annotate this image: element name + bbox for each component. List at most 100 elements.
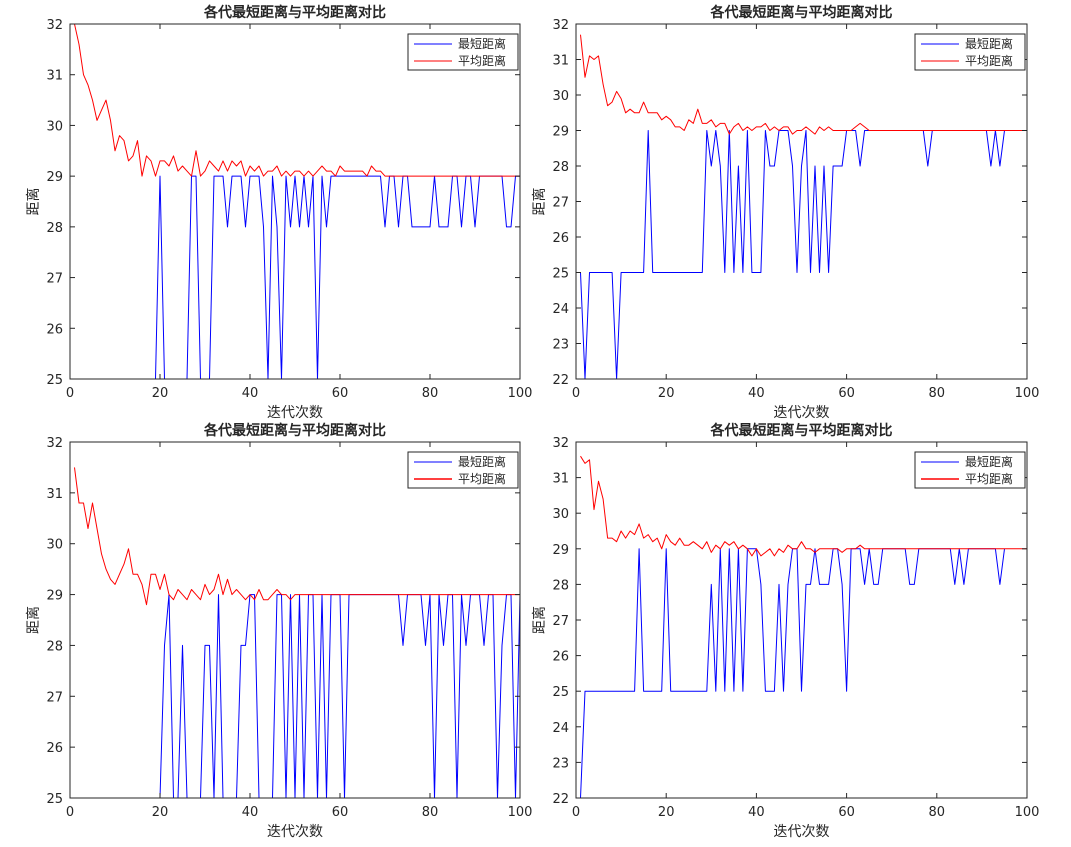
x-tick-label: 80 [422,386,439,401]
series-group [580,455,1027,798]
chart-panel-4: 0 20 40 60 80 100 22 23 24 25 26 27 28 29 30 31 32 各代最短距离… [531,422,1039,840]
y-tick-label: 25 [552,685,569,700]
x-axis-label: 迭代次数 [774,824,830,840]
x-tick-label: 80 [422,805,439,820]
y-tick-label: 29 [552,125,569,140]
x-tick-label: 80 [929,805,946,820]
y-tick-label: 26 [552,231,569,246]
legend-label: 平均距离 [458,53,506,68]
y-tick-label: 30 [552,507,569,522]
chart-title: 各代最短距离与平均距离对比 [203,422,386,439]
x-tick-label: 100 [508,386,533,401]
series-group [576,34,1027,379]
y-tick-label: 22 [552,373,569,388]
y-tick-label: 29 [552,543,569,558]
x-tick-label: 60 [332,805,349,820]
y-tick-label: 22 [552,792,569,807]
legend-label: 平均距离 [965,471,1013,486]
y-tick-label: 26 [46,322,63,337]
y-tick-label: 32 [46,436,63,451]
y-tick-label: 31 [552,54,569,69]
chart-title: 各代最短距离与平均距离对比 [203,4,386,21]
y-tick-label: 32 [552,18,569,33]
y-tick-label: 25 [552,267,569,282]
x-axis-label: 迭代次数 [774,405,830,421]
y-tick-label: 28 [46,639,63,654]
x-tick-label: 20 [152,805,169,820]
x-tick-label: 40 [748,805,765,820]
y-tick-label: 24 [552,302,569,317]
legend-label: 平均距离 [965,53,1013,68]
y-tick-label: 27 [46,272,63,287]
legend-label: 最短距离 [458,454,506,469]
y-tick-label: 25 [46,373,63,388]
x-tick-label: 60 [332,386,349,401]
series-line-average [580,455,1027,557]
y-tick-label: 27 [552,196,569,211]
legend-label: 最短距离 [965,36,1013,51]
y-tick-label: 28 [552,578,569,593]
legend-box [914,33,1026,71]
x-tick-label: 40 [242,805,259,820]
plot-area [576,24,1027,379]
x-tick-label: 100 [1015,805,1040,820]
y-tick-label: 30 [552,89,569,104]
series-line-average [74,24,520,177]
legend-label: 平均距离 [458,471,506,486]
y-tick-label: 29 [46,170,63,185]
series-line-average [580,34,1027,135]
y-axis-label: 距离 [25,188,42,216]
x-tick-label: 60 [838,386,855,401]
x-tick-label: 20 [658,386,675,401]
x-tick-label: 80 [929,386,946,401]
x-tick-label: 0 [572,805,580,820]
y-tick-label: 31 [552,472,569,487]
chart-panel-1: 0 20 40 60 80 100 25 26 27 28 29 30 31 32 各代最短距离与平均距离对… [25,4,532,421]
x-tick-label: 20 [658,805,675,820]
y-axis-label: 距离 [25,606,42,634]
y-axis-label: 距离 [531,188,548,216]
x-axis-label: 迭代次数 [267,824,323,840]
plot-area [576,442,1027,798]
legend-box [407,451,519,489]
y-tick-label: 27 [552,614,569,629]
legend-label: 最短距离 [965,454,1013,469]
y-tick-label: 30 [46,538,63,553]
y-tick-label: 32 [552,436,569,451]
chart-panel-3: 0 20 40 60 80 100 25 26 27 28 29 30 31 32 各代最短距离与平均距离对… [25,422,532,840]
y-tick-label: 31 [46,487,63,502]
y-axis-label: 距离 [531,606,548,634]
x-tick-label: 40 [748,386,765,401]
series-group [74,24,520,379]
series-group [74,467,520,798]
x-tick-label: 60 [838,805,855,820]
x-tick-label: 100 [1015,386,1040,401]
y-tick-label: 28 [46,221,63,236]
y-tick-label: 28 [552,160,569,175]
y-tick-label: 32 [46,18,63,33]
y-tick-label: 23 [552,338,569,353]
legend-box [914,451,1026,489]
y-tick-label: 29 [46,589,63,604]
y-tick-label: 24 [552,721,569,736]
y-tick-label: 31 [46,69,63,84]
legend-box [407,33,519,71]
x-tick-label: 20 [152,386,169,401]
axes-box [69,441,521,799]
legend-label: 最短距离 [458,36,506,51]
x-tick-label: 0 [66,386,74,401]
y-tick-label: 26 [552,650,569,665]
series-line-shortest [580,548,1005,798]
x-tick-label: 40 [242,386,259,401]
y-tick-label: 25 [46,792,63,807]
x-tick-label: 0 [66,805,74,820]
chart-panel-2: 0 20 40 60 80 100 22 23 24 25 26 27 28 29 30 31 32 各代最短距离… [531,4,1039,421]
y-tick-label: 23 [552,756,569,771]
chart-title: 各代最短距离与平均距离对比 [710,422,893,439]
plot-area [70,24,520,379]
y-tick-label: 26 [46,741,63,756]
